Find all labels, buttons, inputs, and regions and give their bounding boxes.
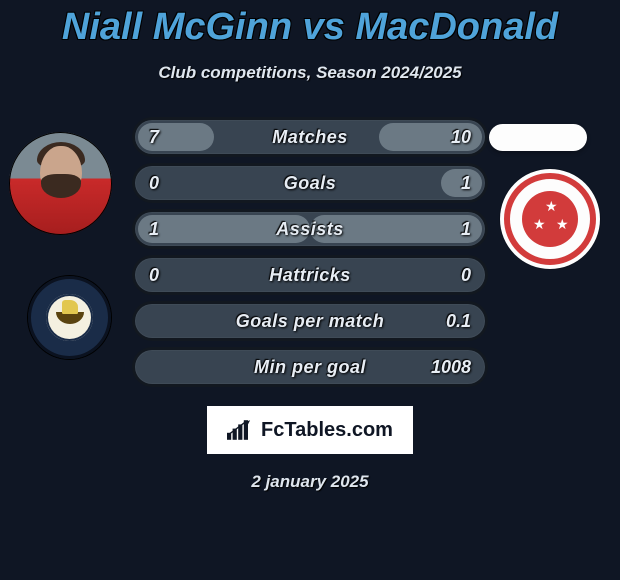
crest-star-icon: ★: [556, 217, 569, 231]
fctables-logo-icon: [227, 420, 255, 440]
stat-bar-row: 1008Min per goal: [135, 350, 485, 384]
crest-sail-icon: [62, 300, 78, 314]
stat-bars-container: 710Matches 01Goals 11Assists 00Hattricks 0.1…: [135, 120, 485, 396]
page-subtitle: Club competitions, Season 2024/2025: [0, 63, 620, 83]
crest-star-icon: ★: [533, 217, 546, 231]
bar-label: Assists: [135, 212, 485, 246]
bar-label: Goals: [135, 166, 485, 200]
footer-block: FcTables.com 2 january 2025: [0, 394, 620, 492]
stat-bar-row: 11Assists: [135, 212, 485, 246]
fctables-branding: FcTables.com: [207, 406, 413, 454]
bar-label: Hattricks: [135, 258, 485, 292]
fctables-label: FcTables.com: [261, 419, 393, 442]
player-right-club-crest: ★ ★ ★: [500, 169, 600, 269]
player-right-avatar-placeholder: [489, 124, 587, 151]
bar-label: Matches: [135, 120, 485, 154]
page-title: Niall McGinn vs MacDonald: [0, 0, 620, 49]
bar-label: Min per goal: [135, 350, 485, 384]
player-left-avatar: [9, 132, 112, 235]
stat-bar-row: 710Matches: [135, 120, 485, 154]
date-line: 2 january 2025: [0, 472, 620, 492]
stat-bar-row: 00Hattricks: [135, 258, 485, 292]
bar-label: Goals per match: [135, 304, 485, 338]
stat-bar-row: 01Goals: [135, 166, 485, 200]
avatar-beard: [41, 174, 81, 198]
player-left-club-crest: [28, 276, 111, 359]
crest-star-icon: ★: [545, 199, 558, 213]
stat-bar-row: 0.1Goals per match: [135, 304, 485, 338]
